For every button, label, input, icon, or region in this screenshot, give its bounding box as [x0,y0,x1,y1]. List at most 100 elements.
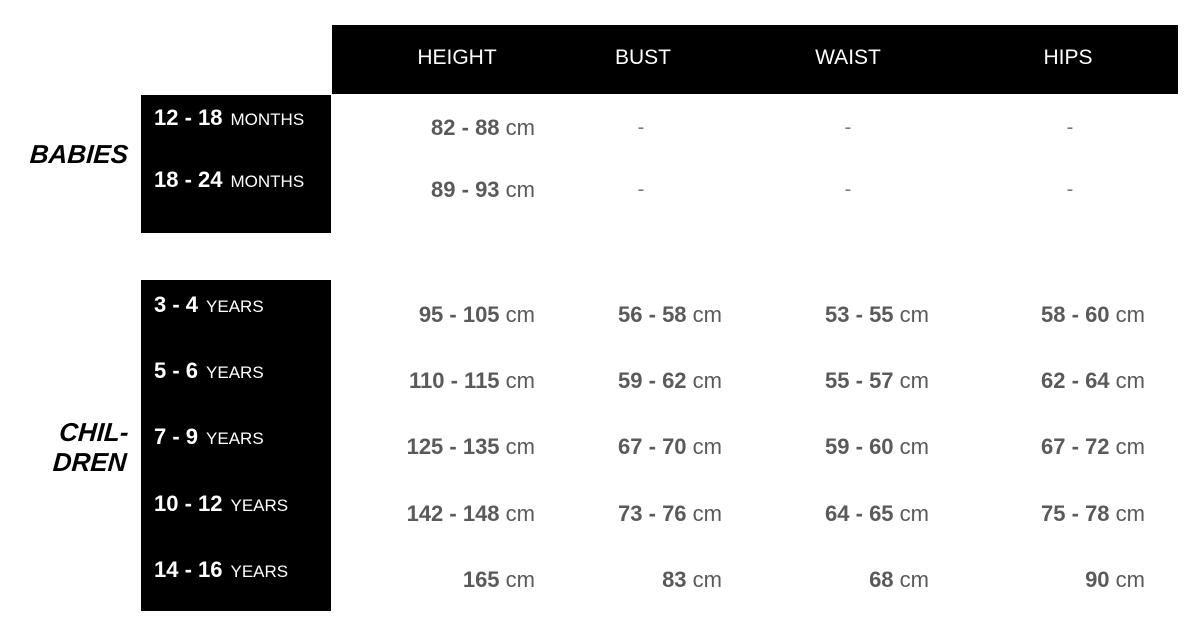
value-unit: cm [1115,567,1145,592]
age-range: 14 - 16 [154,557,223,582]
value-number: 59 - 60 [825,434,894,459]
empty-value: - [1066,116,1074,139]
value-number: 83 [662,567,687,592]
value-unit: cm [1115,434,1145,459]
value-unit: cm [692,434,722,459]
value-unit: cm [692,368,722,393]
column-header-hips: HIPS [1043,46,1093,69]
age-range: 7 - 9 [154,424,199,449]
value-unit: cm [899,501,929,526]
age-unit: YEARS [230,496,289,515]
age-unit: MONTHS [230,172,305,191]
empty-value: - [844,116,852,139]
measurement-height: 82 - 88 cm [431,115,535,141]
measurement-bust: 83 cm [662,567,722,593]
measurement-waist: 68 cm [869,567,929,593]
age-unit: MONTHS [230,110,305,129]
value-unit: cm [505,115,535,140]
value-unit: cm [899,302,929,327]
age-label: 3 - 4 YEARS [154,292,264,318]
measurement-height: 165 cm [463,567,535,593]
age-label: 5 - 6 YEARS [154,358,264,384]
measurement-bust: 59 - 62 cm [618,368,722,394]
value-unit: cm [505,177,535,202]
measurement-height: 95 - 105 cm [419,302,535,328]
value-unit: cm [1115,302,1145,327]
age-unit: YEARS [206,363,264,382]
value-number: 67 - 70 [618,434,687,459]
measurement-waist: 59 - 60 cm [825,434,929,460]
value-number: 64 - 65 [825,501,894,526]
value-unit: cm [692,501,722,526]
value-number: 73 - 76 [618,501,687,526]
value-number: 68 [869,567,894,592]
value-number: 142 - 148 [406,501,500,526]
value-number: 59 - 62 [618,368,687,393]
age-label: 14 - 16 YEARS [154,557,288,583]
column-header-waist: WAIST [815,46,881,69]
empty-value: - [637,116,645,139]
measurement-waist: 55 - 57 cm [825,368,929,394]
age-unit: YEARS [206,297,264,316]
value-number: 62 - 64 [1041,368,1110,393]
age-label: 10 - 12 YEARS [154,491,288,517]
age-label: 18 - 24 MONTHS [154,167,304,193]
age-unit: YEARS [206,429,264,448]
value-number: 90 [1085,567,1110,592]
measurement-bust: 73 - 76 cm [618,501,722,527]
value-unit: cm [899,567,929,592]
measurement-bust: 56 - 58 cm [618,302,722,328]
measurement-height: 89 - 93 cm [431,177,535,203]
measurement-height: 125 - 135 cm [407,434,535,460]
measurement-bust: 67 - 70 cm [618,434,722,460]
value-number: 67 - 72 [1041,434,1110,459]
value-unit: cm [505,368,535,393]
value-unit: cm [692,567,722,592]
measurement-hips: 62 - 64 cm [1041,368,1145,394]
measurement-waist: 53 - 55 cm [825,302,929,328]
value-number: 75 - 78 [1041,501,1110,526]
column-header-height: HEIGHT [417,46,497,69]
age-unit: YEARS [230,562,289,581]
value-unit: cm [505,501,535,526]
value-unit: cm [1115,368,1145,393]
measurement-hips: 90 cm [1085,567,1145,593]
age-range: 10 - 12 [154,491,223,516]
value-unit: cm [899,368,929,393]
header-bar [332,25,1178,94]
age-range: 18 - 24 [154,167,223,192]
value-unit: cm [505,434,535,459]
column-header-bust: BUST [614,46,672,69]
children-age-panel [141,280,331,611]
value-number: 82 - 88 [431,115,500,140]
empty-value: - [844,178,852,201]
value-number: 165 [462,567,500,592]
age-range: 12 - 18 [154,105,223,130]
measurement-waist: 64 - 65 cm [825,501,929,527]
group-label: BABIES [28,139,130,169]
age-range: 3 - 4 [154,292,199,317]
value-number: 95 - 105 [418,302,500,327]
age-range: 5 - 6 [154,358,199,383]
group-label: CHIL- DREN [52,417,131,477]
value-unit: cm [692,302,722,327]
babies-age-panel [141,95,331,233]
value-number: 125 - 135 [406,434,500,459]
value-unit: cm [899,434,929,459]
value-unit: cm [505,302,535,327]
age-label: 7 - 9 YEARS [154,424,264,450]
measurement-height: 110 - 115 cm [409,368,535,394]
value-number: 55 - 57 [825,368,894,393]
measurement-hips: 58 - 60 cm [1041,302,1145,328]
value-number: 58 - 60 [1041,302,1110,327]
value-unit: cm [1115,501,1145,526]
value-number: 56 - 58 [618,302,687,327]
measurement-hips: 75 - 78 cm [1041,501,1145,527]
value-number: 110 - 115 [409,368,500,393]
empty-value: - [637,178,645,201]
value-unit: cm [505,567,535,592]
empty-value: - [1066,178,1074,201]
measurement-hips: 67 - 72 cm [1041,434,1145,460]
value-number: 89 - 93 [431,177,500,202]
